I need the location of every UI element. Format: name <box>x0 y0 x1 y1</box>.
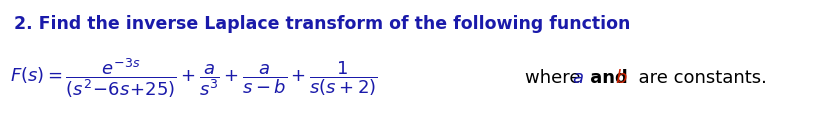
Text: where: where <box>525 68 587 86</box>
Text: $a$: $a$ <box>572 68 584 86</box>
Text: and: and <box>584 68 634 86</box>
Text: are constants.: are constants. <box>627 68 767 86</box>
Text: $b$: $b$ <box>615 68 628 86</box>
Text: $F(s) = \dfrac{e^{-3s}}{(s^2\!-\!6s\!+\!25)} + \dfrac{a}{s^3} + \dfrac{a}{s-b} +: $F(s) = \dfrac{e^{-3s}}{(s^2\!-\!6s\!+\!… <box>10 56 378 99</box>
Text: 2. Find the inverse Laplace transform of the following function: 2. Find the inverse Laplace transform of… <box>14 15 630 33</box>
